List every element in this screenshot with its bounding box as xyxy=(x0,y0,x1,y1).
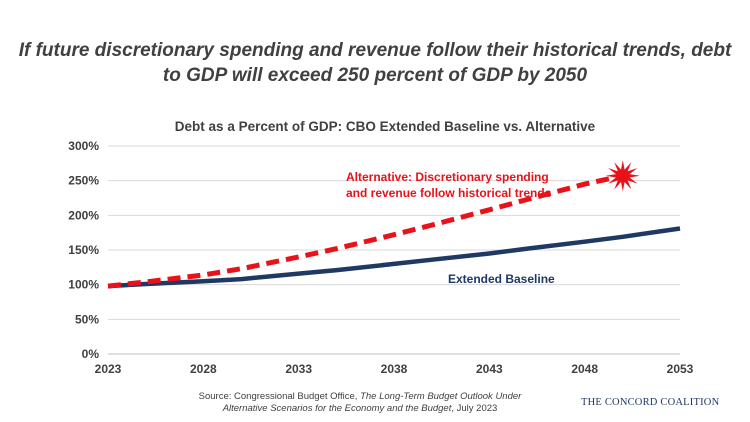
alternative-label-line1: Alternative: Discretionary spending xyxy=(346,170,549,184)
annotations: Alternative: Discretionary spending and r… xyxy=(346,160,640,286)
y-tick-label: 200% xyxy=(68,208,99,222)
baseline-label: Extended Baseline xyxy=(448,272,555,286)
x-tick-label: 2038 xyxy=(381,362,408,376)
series-lines xyxy=(107,173,681,289)
y-axis-ticks: 0% 50% 100% 150% 200% 250% 300% xyxy=(68,139,99,361)
y-tick-label: 100% xyxy=(68,278,99,292)
x-tick-label: 2053 xyxy=(667,362,694,376)
burst-marker xyxy=(605,160,640,192)
alternative-label-line2: and revenue follow historical trends xyxy=(346,186,552,200)
gridlines xyxy=(108,145,680,355)
x-tick-label: 2023 xyxy=(95,362,122,376)
x-tick-label: 2048 xyxy=(571,362,598,376)
alternative-line xyxy=(107,173,624,289)
source-suffix: , July 2023 xyxy=(451,403,498,414)
headline: If future discretionary spending and rev… xyxy=(18,40,732,86)
x-tick-label: 2043 xyxy=(476,362,503,376)
chart-title: Debt as a Percent of GDP: CBO Extended B… xyxy=(174,119,596,134)
extended-baseline-line xyxy=(107,226,681,289)
source-note: Source: Congressional Budget Office, The… xyxy=(140,391,580,415)
y-tick-label: 250% xyxy=(68,174,99,188)
x-tick-label: 2028 xyxy=(190,362,217,376)
source-title-line1: The Long-Term Budget Outlook Under xyxy=(360,391,522,402)
y-tick-label: 300% xyxy=(68,139,99,153)
source-title-line2: Alternative Scenarios for the Economy an… xyxy=(222,403,452,414)
y-tick-label: 50% xyxy=(75,312,99,326)
x-tick-label: 2033 xyxy=(285,362,312,376)
x-axis-ticks: 2023 2028 2033 2038 2043 2048 2053 xyxy=(95,362,694,376)
source-prefix: Source: Congressional Budget Office, xyxy=(198,391,361,402)
y-tick-label: 150% xyxy=(68,243,99,257)
concord-coalition-logo: THE CONCORD COALITION xyxy=(581,397,720,408)
y-tick-label: 0% xyxy=(82,347,100,361)
